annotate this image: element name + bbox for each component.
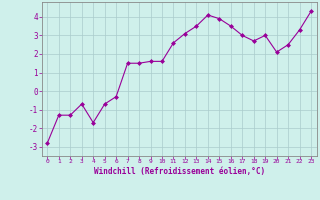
- X-axis label: Windchill (Refroidissement éolien,°C): Windchill (Refroidissement éolien,°C): [94, 167, 265, 176]
